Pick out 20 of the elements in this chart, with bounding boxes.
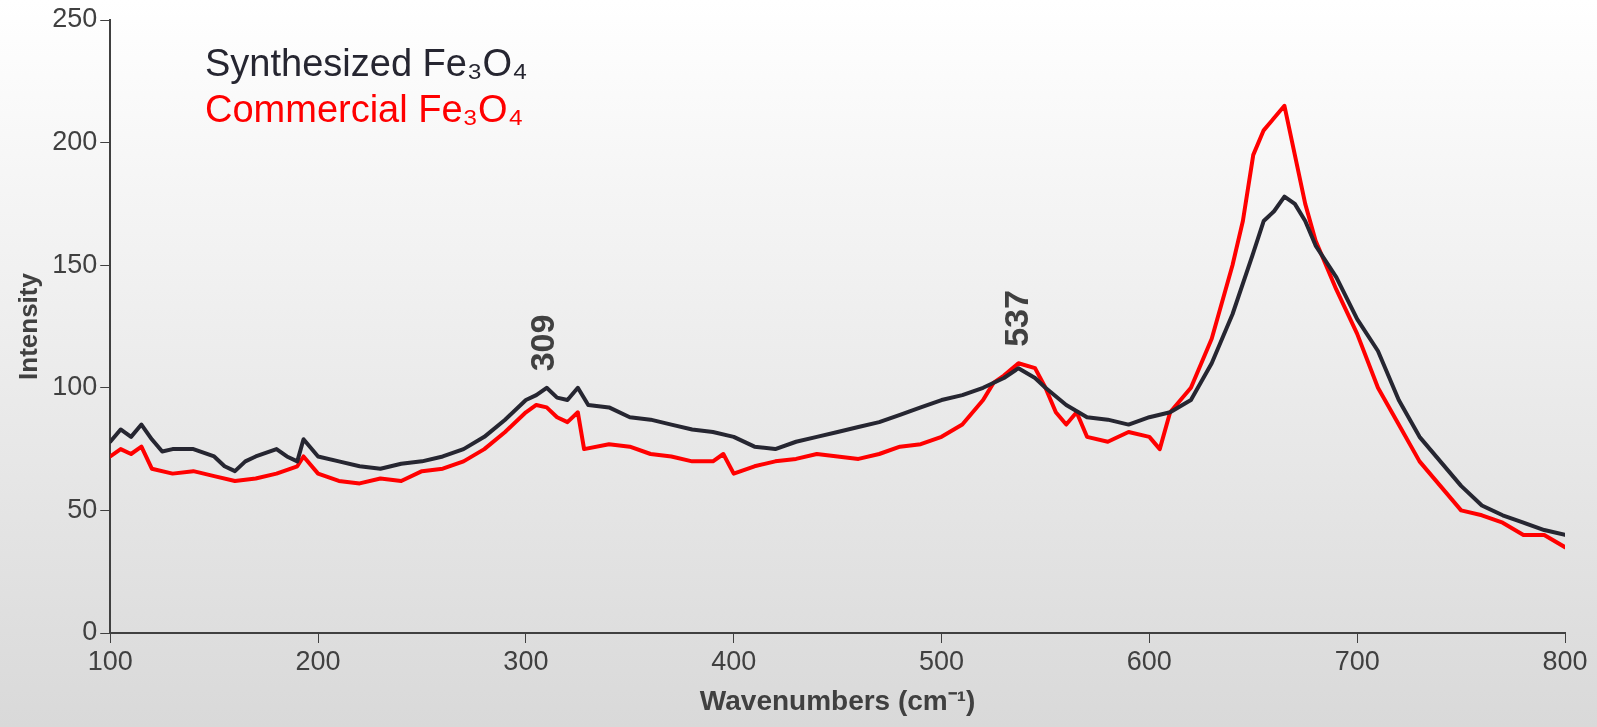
x-tick-label: 100 (87, 645, 133, 676)
y-tick-label: 100 (52, 371, 98, 402)
x-tick-label: 200 (295, 645, 341, 676)
text: Synthesized Fe₃O₄ (205, 41, 528, 86)
x-tick-label: 300 (503, 645, 549, 676)
y-tick-label: 150 (52, 248, 98, 279)
x-tick-label: 400 (711, 645, 757, 676)
x-tick-label: 500 (919, 645, 965, 676)
annotation: 537 (996, 290, 1035, 347)
y-axis-title: Intensity (12, 272, 43, 380)
text: Commercial Fe₃O₄ (205, 87, 525, 132)
annotation: 309 (522, 314, 561, 372)
y-tick-label: 250 (52, 3, 98, 34)
x-axis-title: Wavenumbers (cm⁻¹) (699, 684, 976, 716)
y-tick-label: 200 (52, 126, 98, 157)
y-tick-label: 50 (67, 493, 98, 524)
x-tick-label: 700 (1334, 645, 1380, 676)
x-tick-label: 800 (1542, 645, 1588, 676)
y-tick-label: 0 (82, 616, 98, 647)
x-tick-label: 600 (1126, 645, 1172, 676)
